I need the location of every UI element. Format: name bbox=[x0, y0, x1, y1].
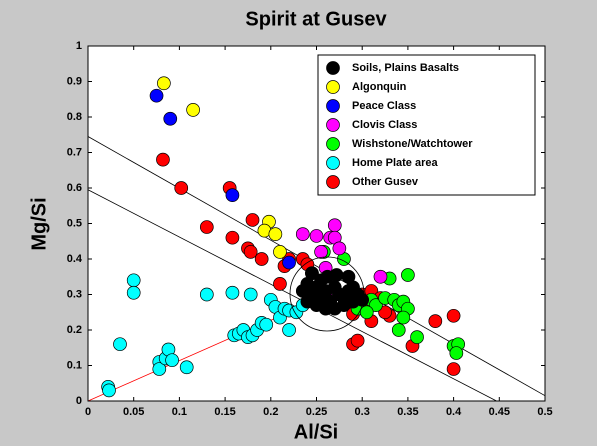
point bbox=[327, 218, 342, 233]
y-tick-label: 0.7 bbox=[67, 146, 82, 158]
x-tick-label: 0.15 bbox=[214, 406, 235, 418]
point bbox=[309, 229, 324, 243]
x-tick-label: 0.05 bbox=[123, 406, 144, 418]
point bbox=[156, 152, 170, 167]
point bbox=[446, 362, 461, 376]
x-axis-label: Al/Si bbox=[294, 421, 338, 443]
point bbox=[179, 360, 194, 375]
point bbox=[225, 230, 240, 245]
y-axis-label: Mg/Si bbox=[28, 197, 50, 250]
legend-marker bbox=[326, 99, 340, 113]
y-tick-label: 0.2 bbox=[67, 324, 82, 336]
point bbox=[245, 213, 260, 227]
x-tick-label: 0.25 bbox=[306, 406, 327, 418]
point bbox=[295, 284, 310, 298]
point bbox=[396, 310, 411, 325]
legend-label: Wishstone/Watchtower bbox=[352, 138, 473, 150]
y-tick-label: 0.6 bbox=[67, 182, 82, 194]
legend bbox=[317, 54, 536, 196]
point bbox=[225, 285, 240, 300]
point bbox=[126, 273, 141, 288]
point bbox=[174, 181, 189, 195]
reference-line bbox=[87, 189, 497, 402]
legend-marker bbox=[326, 137, 340, 151]
point bbox=[350, 333, 365, 348]
x-tick-label: 0.1 bbox=[172, 406, 187, 418]
x-tick-label: 0.2 bbox=[263, 406, 278, 418]
legend-label: Soils, Plains Basalts bbox=[352, 62, 459, 74]
legend-label: Algonquin bbox=[352, 81, 407, 93]
point bbox=[369, 298, 383, 312]
y-tick-label: 0.1 bbox=[67, 359, 82, 371]
legend-marker bbox=[326, 175, 340, 189]
y-tick-label: 0.3 bbox=[67, 288, 82, 300]
legend-label: Home Plate area bbox=[352, 157, 438, 169]
x-tick-label: 0 bbox=[85, 406, 91, 418]
point bbox=[446, 308, 461, 323]
point bbox=[410, 330, 424, 344]
x-tick-label: 0.4 bbox=[446, 406, 462, 418]
point bbox=[199, 287, 214, 302]
legend-label: Other Gusev bbox=[352, 176, 419, 188]
point bbox=[273, 277, 287, 291]
point bbox=[243, 287, 258, 302]
x-tick-label: 0.5 bbox=[537, 406, 552, 418]
x-tick-label: 0.35 bbox=[397, 406, 418, 418]
y-tick-label: 0.4 bbox=[67, 253, 83, 265]
y-tick-label: 0 bbox=[76, 395, 82, 407]
point bbox=[332, 241, 347, 256]
point bbox=[113, 337, 127, 352]
point bbox=[391, 323, 406, 337]
point bbox=[243, 245, 258, 259]
point bbox=[102, 383, 116, 398]
point bbox=[428, 314, 443, 328]
point bbox=[337, 298, 351, 312]
point bbox=[165, 353, 179, 368]
point bbox=[449, 346, 464, 360]
point bbox=[152, 362, 167, 376]
point bbox=[149, 88, 164, 103]
legend-marker bbox=[326, 118, 340, 132]
legend-marker bbox=[326, 61, 340, 75]
point bbox=[401, 268, 415, 282]
point bbox=[254, 252, 269, 266]
point bbox=[305, 266, 319, 281]
legend-marker bbox=[326, 80, 340, 94]
legend-marker bbox=[326, 156, 340, 170]
point bbox=[157, 76, 171, 91]
point bbox=[186, 103, 200, 117]
plot bbox=[87, 76, 546, 402]
highlight-circle bbox=[289, 256, 365, 332]
point bbox=[126, 285, 141, 300]
point bbox=[373, 269, 388, 284]
y-tick-label: 0.9 bbox=[67, 75, 82, 87]
point bbox=[346, 280, 360, 295]
chart-title: Spirit at Gusev bbox=[245, 8, 387, 30]
point bbox=[329, 268, 344, 282]
x-tick-label: 0.45 bbox=[489, 406, 510, 418]
point bbox=[295, 227, 310, 241]
point bbox=[359, 305, 374, 320]
y-tick-label: 0.5 bbox=[67, 217, 82, 229]
point bbox=[378, 305, 392, 320]
point bbox=[225, 188, 240, 202]
y-tick-label: 0.8 bbox=[67, 111, 82, 123]
x-tick-label: 0.3 bbox=[355, 406, 370, 418]
point bbox=[282, 255, 296, 270]
point bbox=[314, 245, 328, 259]
point bbox=[282, 323, 296, 337]
y-tick-label: 1 bbox=[76, 40, 82, 52]
reference-line bbox=[87, 136, 546, 397]
point bbox=[273, 245, 287, 259]
point bbox=[163, 111, 178, 126]
point bbox=[268, 227, 283, 241]
point bbox=[199, 220, 214, 234]
legend-label: Peace Class bbox=[352, 100, 416, 112]
legend-label: Clovis Class bbox=[352, 119, 417, 131]
point bbox=[259, 317, 274, 332]
